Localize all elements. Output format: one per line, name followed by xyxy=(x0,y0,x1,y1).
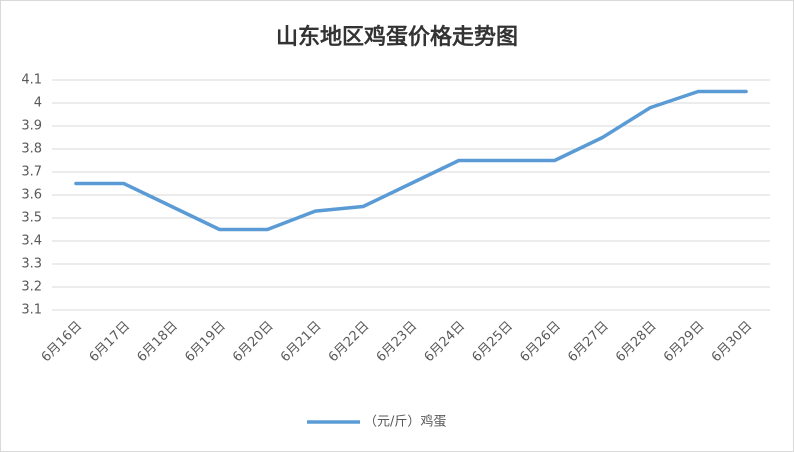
y-tick-label: 3.1 xyxy=(21,303,42,318)
legend-label: （元/斤）鸡蛋 xyxy=(364,414,446,430)
data-line xyxy=(74,89,748,232)
y-tick-label: 3.7 xyxy=(21,165,42,180)
y-tick-label: 4.1 xyxy=(21,73,42,88)
chart-title: 山东地区鸡蛋价格走势图 xyxy=(276,24,518,50)
y-tick-label: 3.4 xyxy=(21,234,42,249)
y-tick-label: 3.9 xyxy=(21,119,42,134)
y-tick-label: 3.5 xyxy=(21,211,42,226)
y-tick-label: 4 xyxy=(34,96,42,111)
y-tick-label: 3.6 xyxy=(21,188,42,203)
y-tick-label: 3.2 xyxy=(21,280,42,295)
y-tick-label: 3.3 xyxy=(21,257,42,272)
y-tick-label: 3.8 xyxy=(21,142,42,157)
